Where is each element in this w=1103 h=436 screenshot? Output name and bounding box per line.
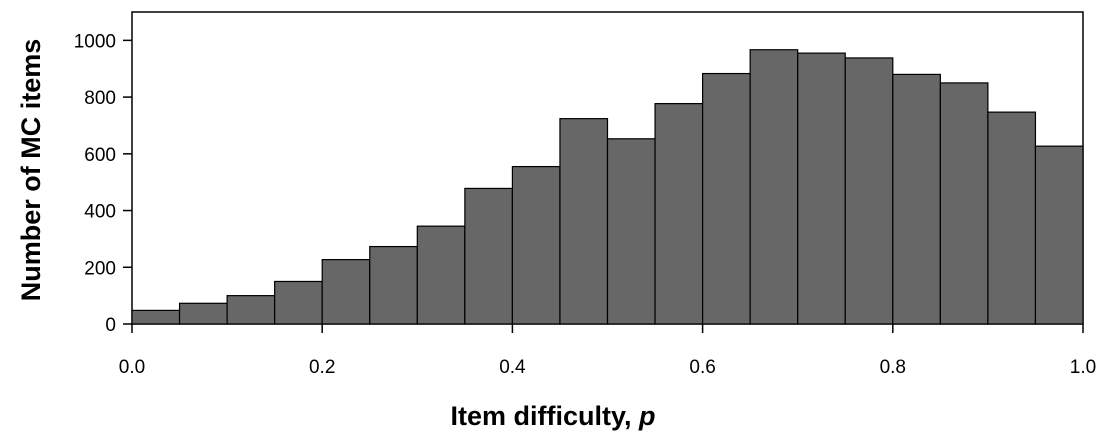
y-tick-label: 600: [84, 145, 116, 166]
histogram-bar: [606, 138, 656, 325]
x-tick-label: 0.8: [880, 357, 906, 378]
y-tick-label: 800: [84, 88, 116, 109]
x-axis-title: Item difficulty, p: [450, 401, 655, 431]
bars-group: [131, 49, 1084, 325]
histogram-bar: [987, 111, 1037, 325]
histogram-bar: [464, 187, 514, 325]
y-tick-label: 0: [105, 315, 116, 336]
histogram-bar: [701, 72, 751, 325]
histogram-bar: [559, 118, 609, 325]
x-tick-label: 0.0: [119, 357, 145, 378]
y-tick-label: 200: [84, 258, 116, 279]
histogram-bar: [1034, 145, 1084, 325]
histogram-bar: [416, 225, 466, 325]
histogram-bar: [749, 49, 799, 325]
histogram-bar: [226, 295, 276, 325]
histogram-bar: [321, 259, 371, 325]
y-tick-label: 1000: [74, 31, 116, 52]
x-tick-label: 0.4: [499, 357, 526, 378]
y-tick-label: 400: [84, 202, 116, 223]
histogram-bar: [892, 73, 941, 325]
histogram-bar: [369, 245, 418, 325]
x-axis-title-text: Item difficulty,: [450, 401, 631, 431]
histogram-bar: [844, 57, 894, 325]
histogram-bar: [178, 302, 228, 325]
x-axis-title-variable: p: [638, 401, 656, 431]
x-tick-label: 1.0: [1070, 357, 1096, 378]
x-tick-label: 0.6: [689, 357, 715, 378]
histogram-bar: [131, 309, 181, 325]
histogram-bar: [797, 52, 846, 325]
y-axis: 0 200 400 600 800 1000: [74, 31, 132, 336]
x-axis: 0.0 0.2 0.4 0.6 0.8 1.0: [119, 324, 1096, 378]
histogram-bar: [511, 165, 561, 325]
histogram-bar: [654, 103, 704, 325]
histogram-bar: [274, 280, 323, 325]
x-tick-label: 0.2: [309, 357, 335, 378]
y-axis-title: Number of MC items: [16, 39, 46, 302]
histogram-bar: [939, 82, 989, 325]
